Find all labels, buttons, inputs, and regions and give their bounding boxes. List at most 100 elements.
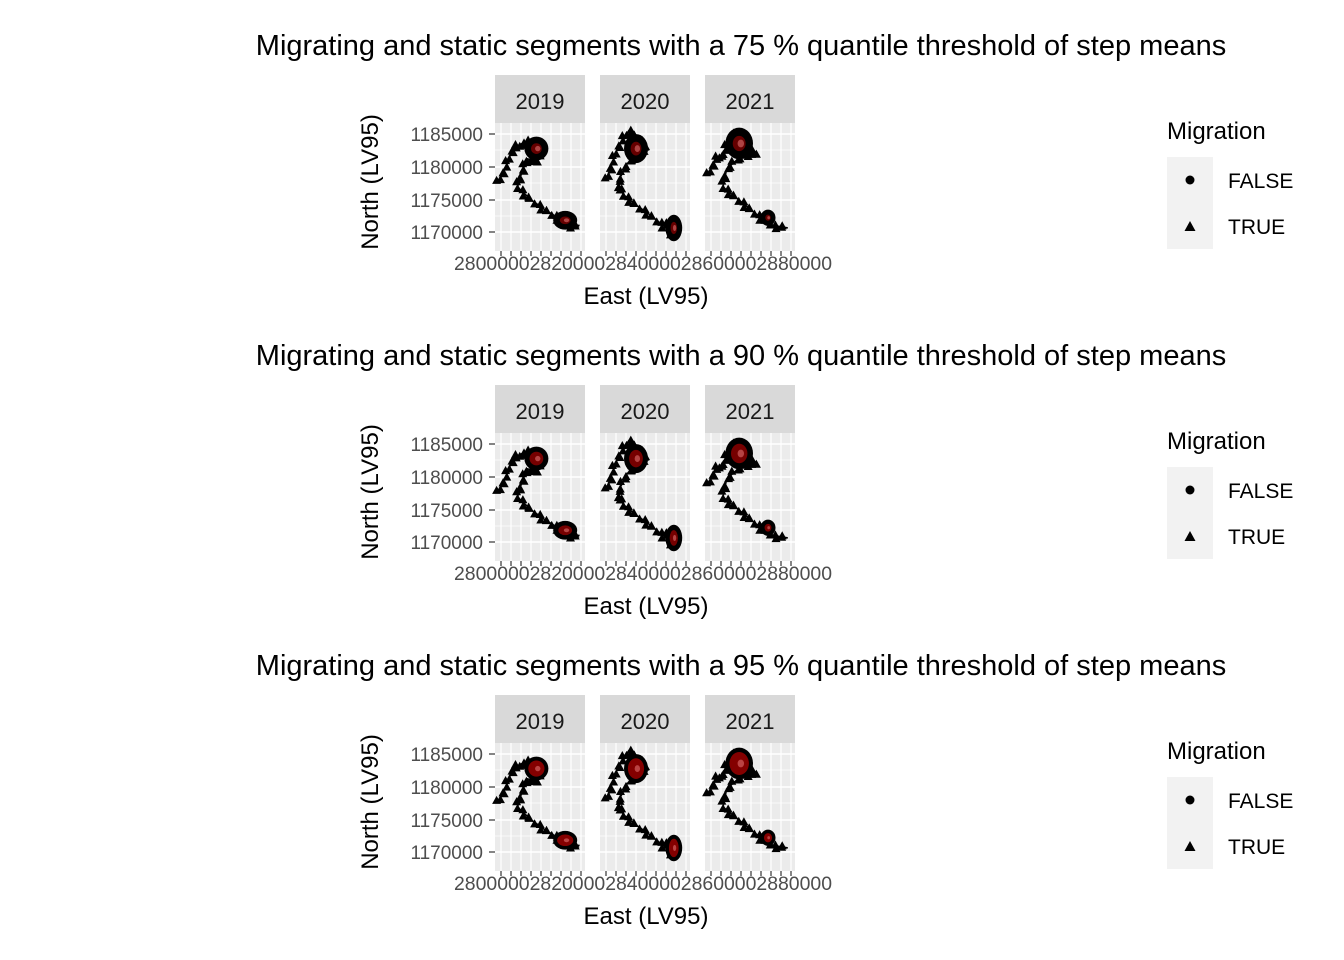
point-migrating	[616, 166, 625, 175]
point-migrating	[624, 502, 634, 511]
point-migrating	[777, 221, 787, 230]
facet-strip-label: 2019	[516, 709, 565, 734]
chart-title: Migrating and static segments with a 90 …	[256, 340, 1226, 372]
point-migrating	[657, 533, 667, 542]
point-migrating	[744, 823, 754, 833]
point-migrating	[512, 487, 522, 496]
point-migrating	[723, 804, 733, 813]
x-axis-title: East (LV95)	[584, 283, 709, 310]
y-tick-label: 1175000	[410, 811, 483, 832]
density-contour-inner	[672, 534, 677, 542]
density-contour-inner	[535, 145, 541, 152]
facet-strip-label: 2019	[516, 399, 565, 424]
point-migrating	[657, 843, 667, 852]
point-migrating	[739, 817, 749, 826]
point-migrating	[705, 787, 715, 796]
legend-symbol-triangle	[1184, 531, 1196, 541]
point-migrating	[530, 819, 540, 828]
point-migrating	[518, 811, 528, 820]
y-tick-label: 1175000	[410, 191, 483, 212]
density-contour-inner	[563, 528, 570, 533]
point-migrating	[641, 830, 651, 839]
point-migrating	[604, 481, 614, 490]
point-migrating	[621, 784, 631, 793]
point-migrating	[733, 155, 743, 164]
facet-strip-label: 2020	[621, 89, 670, 114]
facet-strip-label: 2021	[726, 89, 775, 114]
point-migrating	[705, 477, 715, 486]
legend-label-true: TRUE	[1228, 216, 1285, 239]
legend-label-true: TRUE	[1228, 836, 1285, 859]
point-migrating	[611, 149, 621, 158]
y-tick-label: 1170000	[410, 843, 483, 864]
point-migrating	[504, 774, 514, 783]
point-migrating	[717, 461, 727, 470]
point-migrating	[614, 141, 624, 150]
point-migrating	[770, 530, 780, 539]
facet-strip	[495, 695, 585, 743]
point-migrating	[504, 154, 514, 163]
legend-label-false: FALSE	[1228, 170, 1293, 193]
point-migrating	[615, 185, 625, 194]
x-axis-title: East (LV95)	[584, 593, 709, 620]
chart-block-1: Migrating and static segments with a 75 …	[256, 30, 1294, 310]
x-tick-labels: 28000002820000284000028600002880000	[454, 254, 832, 275]
facet-panel-2021: 2021	[702, 385, 795, 566]
point-migrating	[717, 771, 727, 780]
facet-strip	[600, 695, 690, 743]
point-migrating	[708, 160, 718, 169]
chart-block-2: Migrating and static segments with a 90 …	[256, 340, 1294, 620]
facet-strip-label: 2020	[621, 709, 670, 734]
point-migrating	[507, 766, 517, 775]
point-migrating	[708, 780, 718, 789]
y-tick-label: 1180000	[410, 778, 483, 799]
point-migrating	[614, 451, 624, 460]
point-migrating	[535, 509, 545, 518]
point-migrating	[723, 494, 733, 503]
point-migrating	[723, 184, 733, 193]
density-contour-inner	[767, 216, 771, 220]
point-migrating	[495, 174, 505, 184]
point-migrating	[611, 459, 621, 468]
point-migrating	[536, 205, 546, 214]
facet-panel-2019: 2019	[492, 695, 585, 876]
point-migrating	[647, 831, 657, 840]
point-migrating	[624, 192, 634, 201]
point-migrating	[605, 473, 615, 482]
point-migrating	[629, 198, 639, 207]
point-migrating	[518, 159, 528, 168]
density-contour-inner	[563, 838, 570, 843]
y-tick-label: 1185000	[410, 745, 483, 766]
point-migrating	[624, 812, 634, 821]
facet-panel-2019: 2019	[492, 385, 585, 566]
legend-symbol-triangle	[1184, 841, 1196, 851]
point-migrating	[751, 149, 761, 158]
point-migrating	[640, 514, 650, 524]
point-migrating	[724, 474, 734, 483]
point-migrating	[739, 507, 749, 516]
point-migrating	[777, 531, 787, 540]
point-migrating	[615, 486, 625, 495]
point-migrating	[519, 166, 529, 175]
facet-panel-2021: 2021	[702, 695, 795, 876]
facet-panel-2020: 2020	[600, 695, 690, 876]
point-migrating	[733, 775, 743, 784]
point-migrating	[744, 513, 754, 523]
point-migrating	[512, 797, 522, 806]
facet-panel-2020: 2020	[600, 75, 690, 256]
facet-panel-2020: 2020	[600, 385, 690, 566]
y-tick-label: 1180000	[410, 468, 483, 489]
legend-label-true: TRUE	[1228, 526, 1285, 549]
point-migrating	[530, 509, 540, 518]
chart-title: Migrating and static segments with a 95 …	[256, 650, 1226, 682]
point-migrating	[640, 204, 650, 214]
y-tick-label: 1180000	[410, 158, 483, 179]
point-migrating	[635, 824, 645, 833]
x-tick-labels: 28000002820000284000028600002880000	[454, 564, 832, 585]
point-migrating	[647, 521, 657, 530]
point-migrating	[717, 176, 727, 185]
y-tick-label: 1170000	[410, 533, 483, 554]
point-migrating	[513, 183, 522, 193]
point-migrating	[498, 788, 508, 797]
